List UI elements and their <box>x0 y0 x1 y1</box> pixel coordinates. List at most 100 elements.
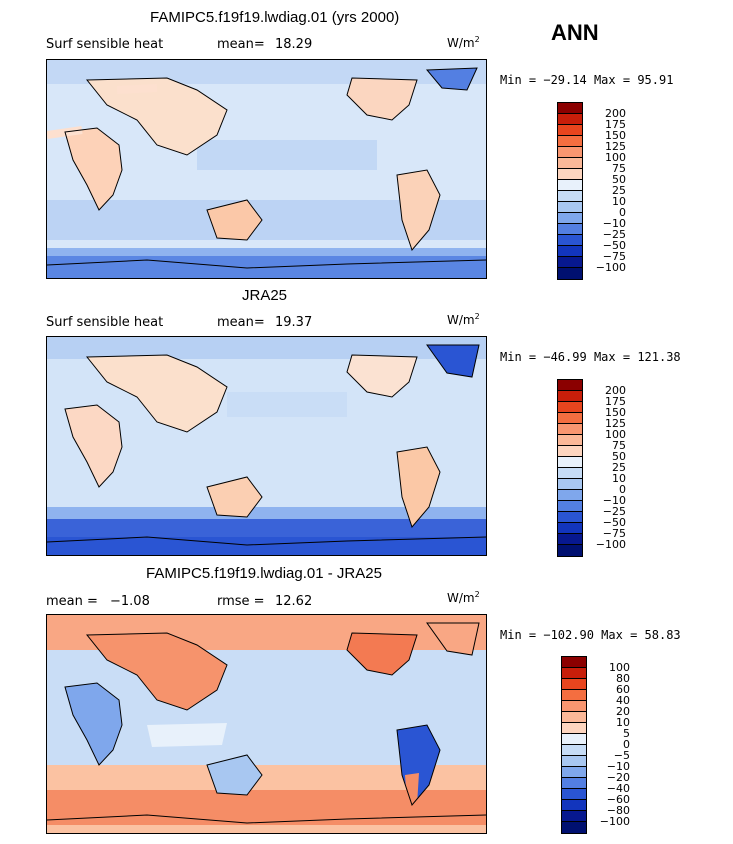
colorbar-swatch <box>558 246 582 257</box>
colorbar-labels: 200 175 150 125 100 75 50 25 10 0 −10 −25 −50 −75 −100 <box>586 379 626 555</box>
mean-value: −1.08 <box>110 594 150 609</box>
colorbar-labels: 200 175 150 125 100 75 50 25 10 0 −10 −25 −50 −75 −100 <box>586 102 626 278</box>
colorbar-tick-label: 50 <box>612 173 626 186</box>
colorbar-tick-label: 40 <box>616 694 630 707</box>
min-max: Min = −102.90 Max = 58.83 <box>500 628 681 642</box>
colorbar-swatch <box>558 435 582 446</box>
colorbar-tick-label: 175 <box>605 118 626 131</box>
panel-title: FAMIPC5.f19f19.lwdiag.01 (yrs 2000) <box>150 9 400 26</box>
min-max: Min = −29.14 Max = 95.91 <box>500 73 674 87</box>
colorbar <box>561 656 587 834</box>
colorbar-tick-label: 125 <box>605 417 626 430</box>
mean-value: 18.29 <box>275 37 313 52</box>
colorbar-swatch <box>558 147 582 158</box>
colorbar-swatch <box>558 103 582 114</box>
colorbar-swatch <box>558 446 582 457</box>
colorbar-swatch <box>558 545 582 556</box>
colorbar-tick-label: 0 <box>619 483 626 496</box>
colorbar-swatch <box>562 811 586 822</box>
map-obs <box>46 336 487 556</box>
colorbar-tick-label: 125 <box>605 140 626 153</box>
mean-label: mean = <box>46 594 103 609</box>
colorbar-swatch <box>562 789 586 800</box>
colorbar-tick-label: 10 <box>616 716 630 729</box>
colorbar-tick-label: −100 <box>595 261 626 274</box>
colorbar-tick-label: 200 <box>605 384 626 397</box>
colorbar-tick-label: 100 <box>609 661 630 674</box>
colorbar-tick-label: −40 <box>606 782 630 795</box>
colorbar-tick-label: −80 <box>606 804 630 817</box>
colorbar-swatch <box>558 213 582 224</box>
colorbar-tick-label: 150 <box>605 129 626 142</box>
colorbar-tick-label: 175 <box>605 395 626 408</box>
colorbar-tick-label: 80 <box>616 672 630 685</box>
colorbar-tick-label: −20 <box>606 771 630 784</box>
min-max: Min = −46.99 Max = 121.38 <box>500 350 681 364</box>
colorbar-tick-label: −5 <box>613 749 630 762</box>
colorbar-tick-label: 25 <box>612 184 626 197</box>
colorbar-swatch <box>562 800 586 811</box>
colorbar-swatch <box>558 523 582 534</box>
colorbar-swatch <box>558 125 582 136</box>
colorbar-swatch <box>562 690 586 701</box>
colorbar-tick-label: 100 <box>605 428 626 441</box>
units-label: W/m2 <box>447 312 480 327</box>
colorbar-tick-label: 0 <box>623 738 630 751</box>
colorbar-swatch <box>562 701 586 712</box>
colorbar-tick-label: 100 <box>605 151 626 164</box>
colorbar-swatch <box>558 158 582 169</box>
colorbar-tick-label: 150 <box>605 406 626 419</box>
colorbar-tick-label: −25 <box>602 505 626 518</box>
units-label: W/m2 <box>447 35 480 50</box>
colorbar-swatch <box>562 679 586 690</box>
colorbar-tick-label: 200 <box>605 107 626 120</box>
colorbar-tick-label: −25 <box>602 228 626 241</box>
colorbar-tick-label: 25 <box>612 461 626 474</box>
rmse-label: rmse = <box>217 594 269 609</box>
colorbar-swatch <box>558 479 582 490</box>
colorbar-tick-label: 75 <box>612 162 626 175</box>
colorbar-swatch <box>558 391 582 402</box>
colorbar-tick-label: 60 <box>616 683 630 696</box>
field-name: Surf sensible heat <box>46 315 164 330</box>
colorbar-swatch <box>558 202 582 213</box>
field-name: Surf sensible heat <box>46 37 164 52</box>
colorbar-swatch <box>558 136 582 147</box>
colorbar-tick-label: −10 <box>602 217 626 230</box>
colorbar-tick-label: 0 <box>619 206 626 219</box>
colorbar-tick-label: −10 <box>606 760 630 773</box>
colorbar-swatch <box>562 734 586 745</box>
colorbar-tick-label: −60 <box>606 793 630 806</box>
colorbar-tick-label: 10 <box>612 472 626 485</box>
colorbar-swatch <box>558 380 582 391</box>
colorbar-tick-label: −10 <box>602 494 626 507</box>
colorbar <box>557 379 583 557</box>
colorbar-swatch <box>558 534 582 545</box>
colorbar-swatch <box>558 424 582 435</box>
colorbar-swatch <box>558 501 582 512</box>
colorbar-swatch <box>562 767 586 778</box>
mean-label: mean= <box>217 37 265 52</box>
colorbar-swatch <box>562 745 586 756</box>
colorbar-swatch <box>562 778 586 789</box>
colorbar-swatch <box>562 723 586 734</box>
mean-value: 19.37 <box>275 315 313 330</box>
colorbar-tick-label: −100 <box>595 538 626 551</box>
map-plot <box>47 615 486 833</box>
colorbar-swatch <box>562 712 586 723</box>
map-plot <box>47 337 486 555</box>
season-label: ANN <box>551 20 599 45</box>
colorbar-tick-label: 75 <box>612 439 626 452</box>
colorbar-tick-label: 20 <box>616 705 630 718</box>
colorbar-swatch <box>558 468 582 479</box>
rmse-value: 12.62 <box>275 594 313 609</box>
map-diff <box>46 614 487 834</box>
units-label: W/m2 <box>447 590 480 605</box>
colorbar-tick-label: −50 <box>602 516 626 529</box>
colorbar-swatch <box>558 224 582 235</box>
mean-label: mean= <box>217 315 265 330</box>
colorbar-swatch <box>558 512 582 523</box>
panel-title: JRA25 <box>242 287 288 304</box>
colorbar-swatch <box>558 268 582 279</box>
colorbar-tick-label: 5 <box>623 727 630 740</box>
